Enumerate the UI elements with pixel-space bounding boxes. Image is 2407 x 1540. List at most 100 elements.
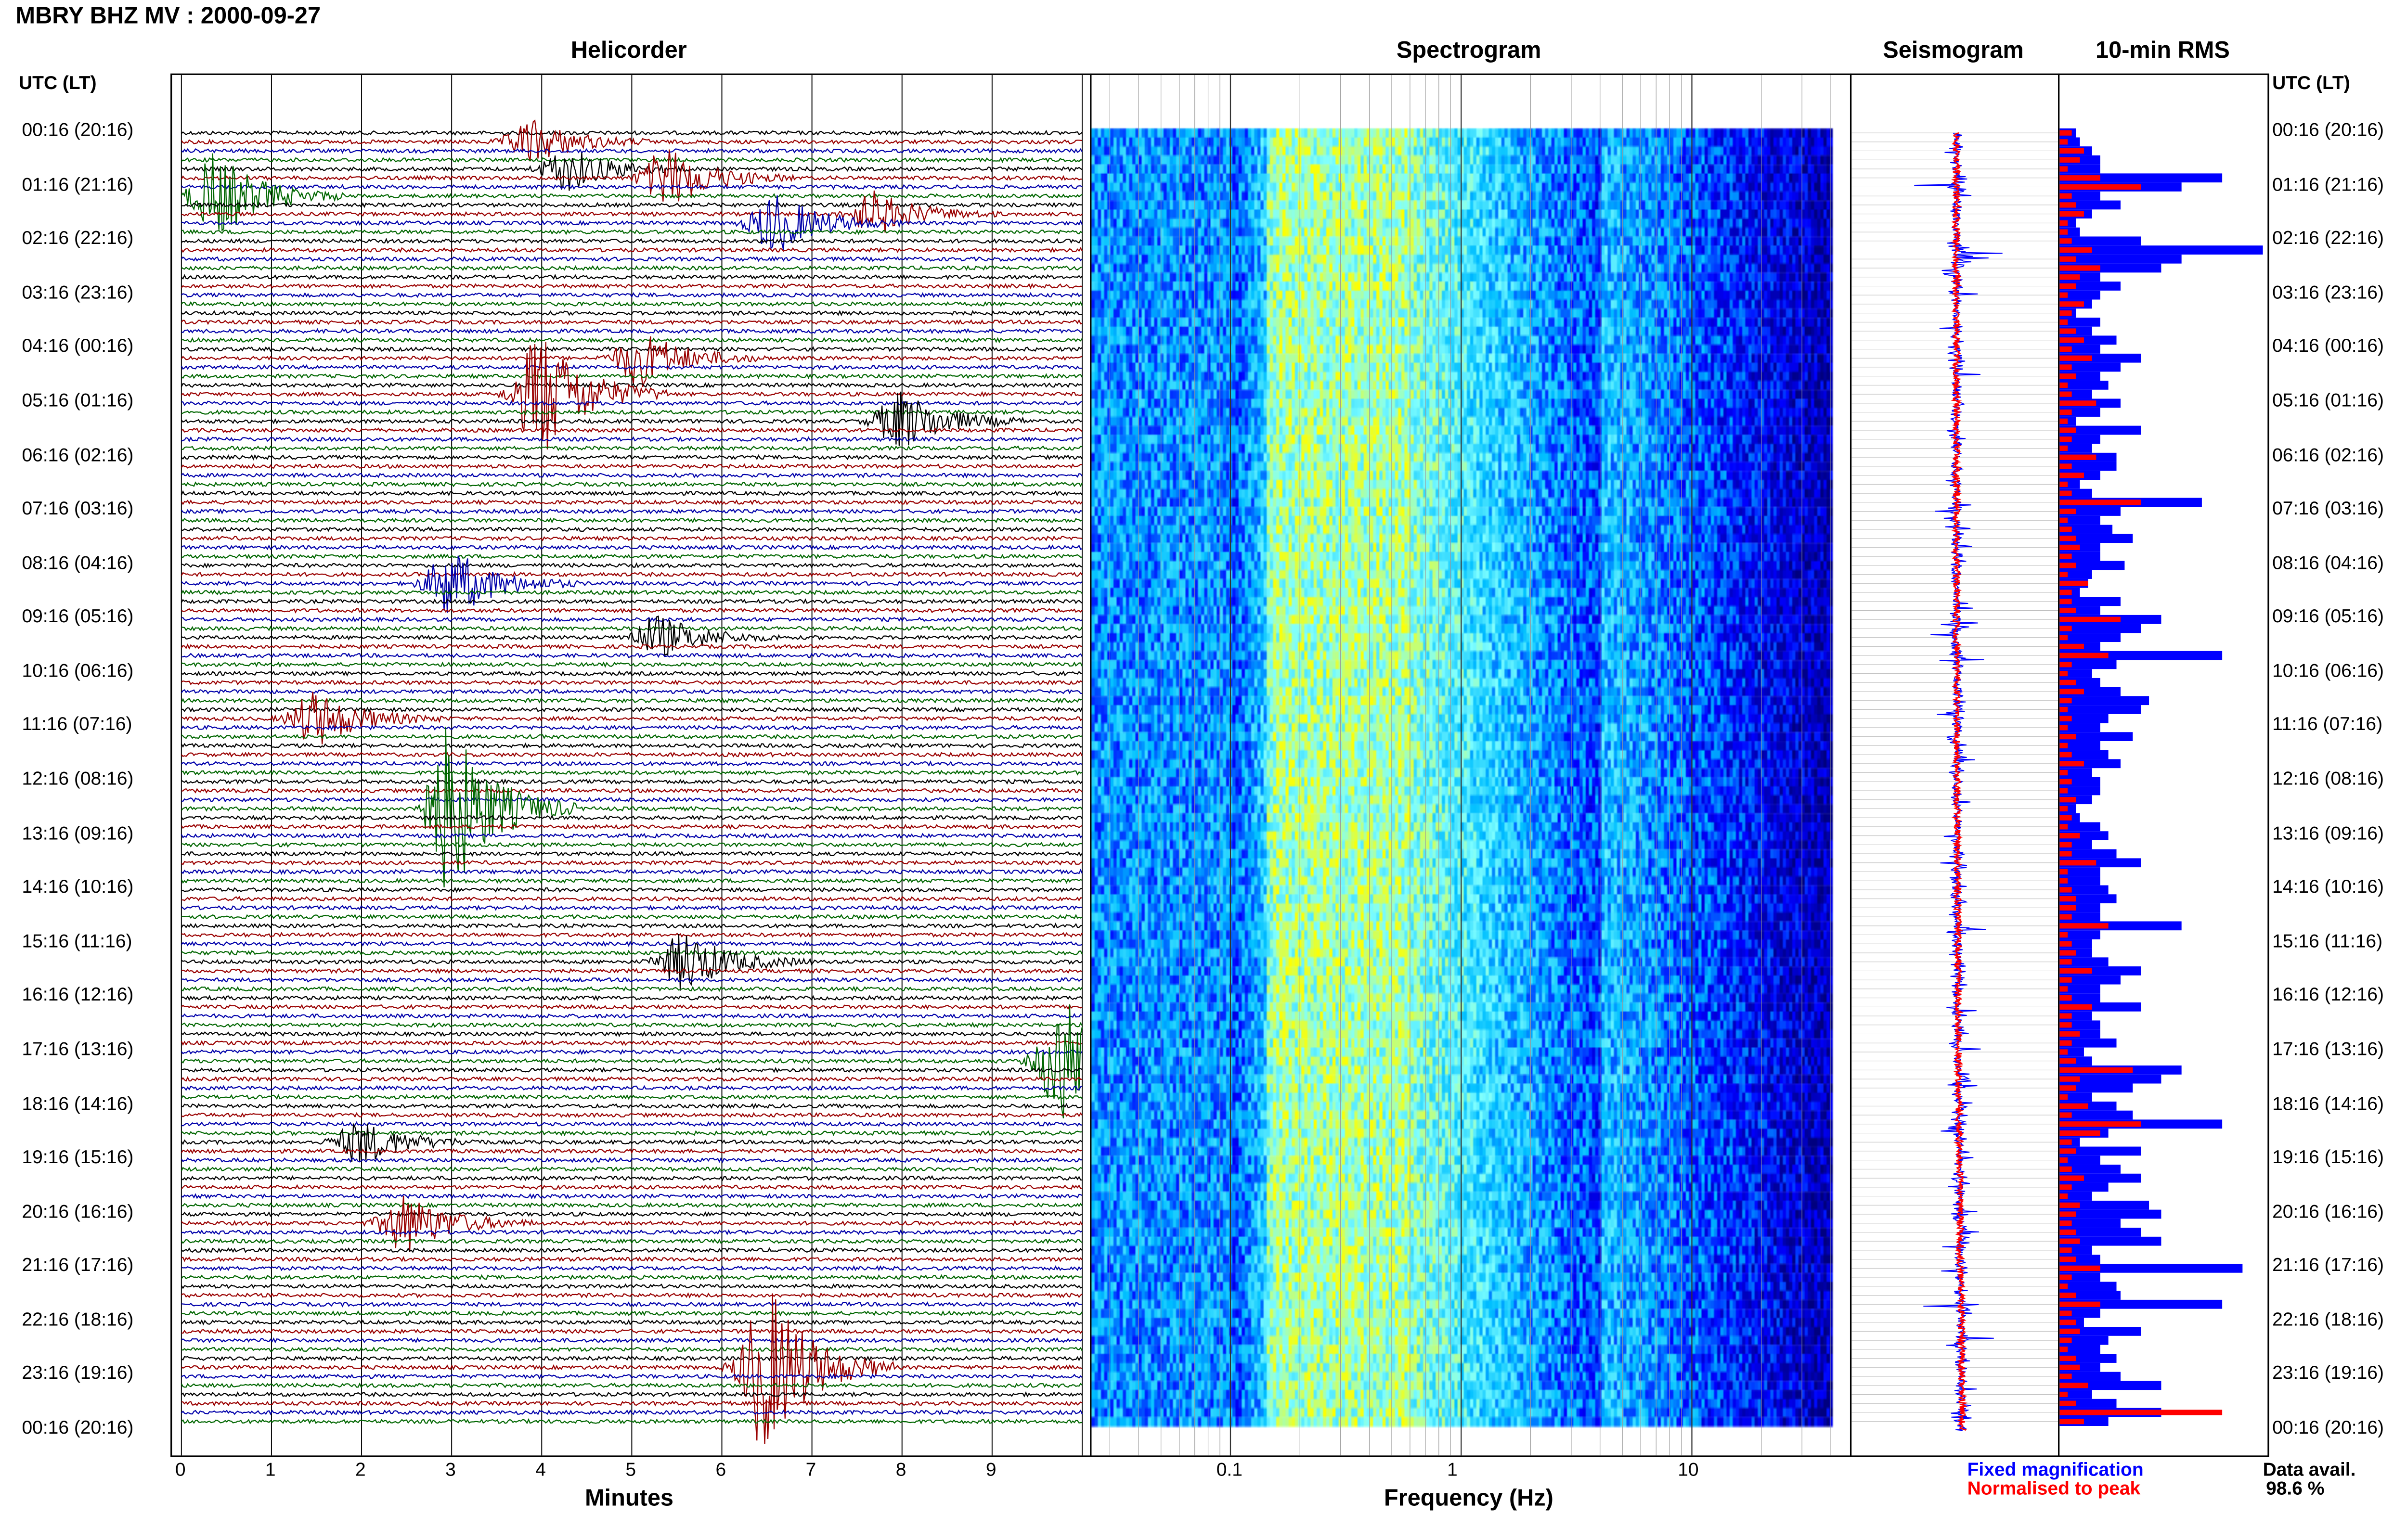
helicorder-trace: [181, 391, 1083, 446]
helicorder-trace: [181, 895, 1082, 902]
rms-bar-normalised: [2059, 1347, 2068, 1352]
y-tick-right: 05:16 (01:16): [2272, 389, 2384, 411]
helicorder-x-tick: 4: [535, 1458, 546, 1481]
seismogram-title: Seismogram: [1883, 37, 2024, 64]
helicorder-trace: [181, 1195, 1083, 1252]
helicorder-trace: [181, 195, 1083, 250]
rms-bar-normalised: [2059, 706, 2068, 713]
helicorder-panel: [170, 73, 1092, 1457]
helicorder-trace: [181, 499, 1083, 506]
spectrogram-x-tick: 0.1: [1216, 1458, 1242, 1481]
rms-bar-normalised: [2059, 1373, 2072, 1379]
helicorder-trace: [181, 436, 1082, 443]
helicorder-trace: [181, 202, 1082, 208]
rms-bar-normalised: [2059, 473, 2084, 478]
rms-bar-normalised: [2059, 797, 2076, 803]
rms-bar-normalised: [2059, 139, 2068, 145]
rms-bar-fixed: [2059, 723, 2100, 732]
helicorder-plot: [181, 75, 1083, 1456]
rms-bar-normalised: [2059, 319, 2068, 325]
rms-bar-normalised: [2059, 1202, 2080, 1208]
seismogram-plot: [1851, 132, 2058, 1431]
rms-bar-normalised: [2059, 788, 2068, 794]
helicorder-trace: [181, 337, 1083, 344]
helicorder-trace: [181, 796, 1083, 803]
helicorder-trace: [181, 1022, 1083, 1028]
rms-bar-fixed: [2059, 876, 2100, 886]
spectrogram-x-tick: 1: [1447, 1458, 1458, 1481]
rms-bar-normalised: [2059, 1383, 2088, 1388]
rms-bar-normalised: [2059, 1031, 2080, 1037]
helicorder-trace: [181, 934, 1083, 991]
rms-bar-normalised: [2059, 202, 2076, 208]
rms-bar-normalised: [2059, 779, 2072, 784]
helicorder-trace: [181, 400, 1083, 407]
rms-bar-normalised: [2059, 1112, 2072, 1118]
helicorder-trace: [181, 1409, 1083, 1416]
helicorder-trace: [181, 517, 1083, 524]
rms-bar-normalised: [2059, 130, 2072, 136]
y-tick-left: 05:16 (01:16): [22, 389, 134, 411]
station-title: MBRY BHZ MV : 2000-09-27: [15, 3, 321, 30]
rms-bar-fixed: [2059, 561, 2125, 570]
helicorder-trace: [181, 1391, 1083, 1398]
y-tick-left: 19:16 (15:16): [22, 1146, 134, 1168]
y-tick-left: 11:16 (07:16): [22, 713, 132, 736]
rms-bar-fixed: [2059, 1092, 2092, 1102]
rms-bar-normalised: [2059, 184, 2141, 190]
rms-bar-normalised: [2059, 1292, 2076, 1298]
y-tick-left: 02:16 (22:16): [22, 227, 134, 249]
y-tick-right: 04:16 (00:16): [2272, 335, 2384, 357]
y-tick-left: 10:16 (06:16): [22, 659, 134, 681]
helicorder-x-tick: 5: [625, 1458, 636, 1481]
helicorder-trace: [181, 923, 1083, 929]
helicorder-trace: [181, 976, 1083, 983]
rms-bar-normalised: [2059, 1247, 2072, 1253]
rms-bar-normalised: [2059, 1148, 2076, 1154]
rms-bar-normalised: [2059, 689, 2084, 694]
helicorder-trace: [181, 1274, 1083, 1281]
rms-bar-normalised: [2059, 409, 2072, 415]
rms-bar-normalised: [2059, 1013, 2072, 1019]
rms-bar-normalised: [2059, 1355, 2076, 1361]
y-tick-left: 20:16 (16:16): [22, 1200, 134, 1222]
rms-bar-fixed: [2059, 245, 2263, 255]
y-tick-right: 01:16 (21:16): [2272, 173, 2384, 195]
rms-bar-normalised: [2059, 1265, 2100, 1271]
y-tick-left: 00:16 (20:16): [22, 1416, 134, 1438]
helicorder-trace: [181, 184, 1083, 190]
helicorder-trace: [181, 616, 1083, 623]
rms-bar-normalised: [2059, 1004, 2092, 1010]
rms-bar-normalised: [2059, 1193, 2068, 1199]
y-tick-left: 07:16 (03:16): [22, 497, 134, 519]
rms-bar-normalised: [2059, 752, 2072, 757]
helicorder-x-tick: 3: [445, 1458, 456, 1481]
rms-bar-normalised: [2059, 256, 2076, 262]
helicorder-trace: [181, 770, 1083, 776]
rms-bar-normalised: [2059, 887, 2072, 893]
helicorder-trace: [181, 1301, 1083, 1308]
helicorder-x-tick: 6: [715, 1458, 726, 1481]
rms-bar-normalised: [2059, 1328, 2080, 1335]
rms-bar-normalised: [2059, 301, 2084, 307]
y-tick-left: 08:16 (04:16): [22, 551, 134, 574]
helicorder-trace: [181, 562, 1083, 569]
rms-bar-fixed: [2059, 1155, 2100, 1165]
y-tick-right: 19:16 (15:16): [2272, 1146, 2384, 1168]
helicorder-trace: [181, 1049, 1083, 1055]
rms-bar-normalised: [2059, 1410, 2223, 1415]
rms-bar-fixed: [2059, 173, 2223, 183]
rms-bar-fixed: [2059, 1038, 2117, 1048]
helicorder-trace: [181, 246, 1083, 253]
legend-fixed: Fixed magnification: [1967, 1458, 2144, 1481]
helicorder-x-tick: 9: [985, 1458, 996, 1481]
helicorder-trace: [181, 787, 1083, 794]
helicorder-trace: [181, 1283, 1083, 1290]
rms-bar-normalised: [2059, 1121, 2141, 1127]
rms-panel: [2058, 73, 2269, 1457]
helicorder-trace: [181, 336, 1083, 387]
helicorder-trace: [181, 481, 1083, 488]
rms-bar-normalised: [2059, 427, 2076, 433]
y-tick-left: 00:16 (20:16): [22, 118, 134, 141]
helicorder-x-tick: 2: [355, 1458, 366, 1481]
